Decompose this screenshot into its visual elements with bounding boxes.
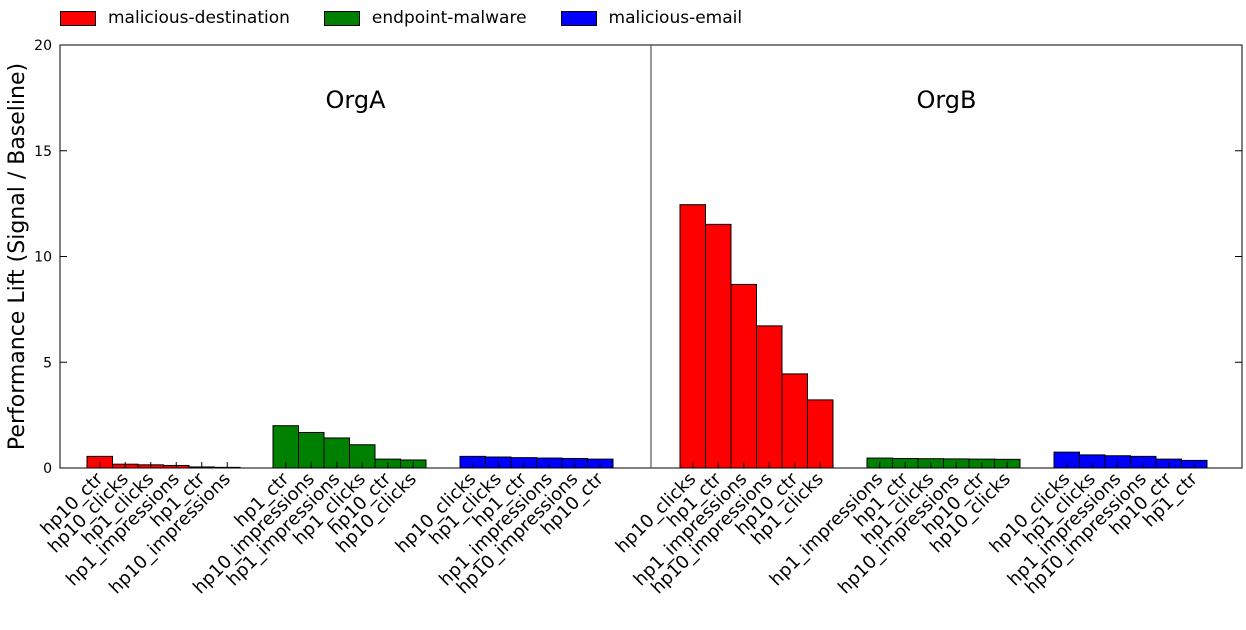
bar [272,425,299,469]
bar [730,283,757,469]
legend-swatch-endpoint-malware [323,10,360,26]
bar [807,399,834,469]
legend-item-endpoint-malware: endpoint-malware [323,8,527,28]
bar [679,204,706,469]
chart-legend: malicious-destination endpoint-malware m… [60,8,742,28]
y-tick-label: 15 [34,144,52,160]
legend-label-malicious-destination: malicious-destination [108,8,290,28]
bar [781,373,808,469]
bar [705,223,732,469]
y-tick-label: 5 [43,355,52,371]
legend-item-malicious-destination: malicious-destination [60,8,290,28]
y-tick-label: 10 [34,250,52,266]
y-axis-label: Performance Lift (Signal / Baseline) [5,63,30,450]
legend-label-malicious-email: malicious-email [608,8,743,28]
y-tick-label: 20 [34,38,52,54]
panel-title: OrgB [916,86,976,114]
panel-title: OrgA [326,86,387,114]
y-tick-label: 0 [43,461,52,477]
legend-label-endpoint-malware: endpoint-malware [371,8,527,28]
legend-swatch-malicious-destination [60,10,96,26]
legend-swatch-malicious-email [560,10,597,26]
bar [756,325,783,469]
legend-item-malicious-email: malicious-email [560,8,743,28]
